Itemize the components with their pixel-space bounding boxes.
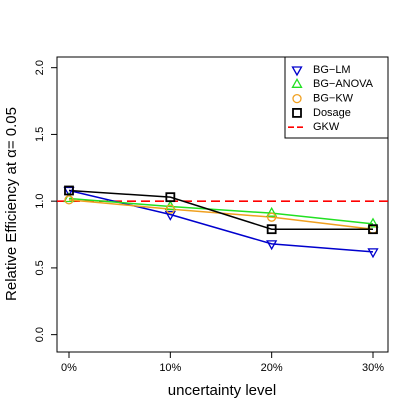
data-point: [165, 204, 175, 214]
series-line: [68, 189, 373, 230]
data-point: [367, 248, 379, 259]
series-line: [68, 189, 374, 253]
data-point: [266, 240, 278, 251]
data-point: [64, 185, 74, 196]
data-point: [63, 192, 75, 203]
legend-label: BG−ANOVA: [313, 78, 374, 90]
data-point: [267, 212, 277, 222]
x-axis-title: uncertainty level: [168, 382, 276, 399]
data-point: [63, 186, 75, 197]
y-tick-label: 0.5: [34, 260, 46, 275]
x-tick-label: 10%: [159, 362, 181, 374]
legend-label: BG−KW: [313, 93, 354, 105]
legend-box: [284, 56, 389, 139]
x-tick-label: 20%: [261, 362, 283, 374]
data-point: [368, 224, 378, 235]
x-tick-label: 30%: [362, 362, 384, 374]
y-tick-label: 1.5: [34, 127, 46, 142]
legend-symbol: [292, 93, 302, 104]
data-point: [64, 195, 74, 205]
legend-label: BG−LM: [313, 64, 351, 76]
data-point: [266, 206, 278, 217]
legend-label: GKW: [313, 121, 340, 133]
y-axis-title: Relative Efficiency at α= 0.05: [3, 107, 20, 301]
data-point: [165, 192, 176, 203]
legend-symbol: [292, 108, 302, 118]
legend-label: Dosage: [313, 107, 351, 119]
y-tick-label: 0.0: [34, 327, 46, 342]
y-tick-label: 2.0: [34, 60, 46, 75]
y-tick-label: 1.0: [34, 194, 46, 209]
data-point: [266, 224, 277, 235]
series-line: [68, 199, 374, 230]
plot-frame: [56, 56, 389, 353]
legend-symbol: [291, 77, 303, 88]
x-tick-label: 0%: [61, 362, 77, 374]
data-point: [367, 217, 379, 228]
series-line: [68, 197, 374, 225]
data-point: [164, 210, 176, 221]
legend-symbol: [291, 66, 303, 77]
